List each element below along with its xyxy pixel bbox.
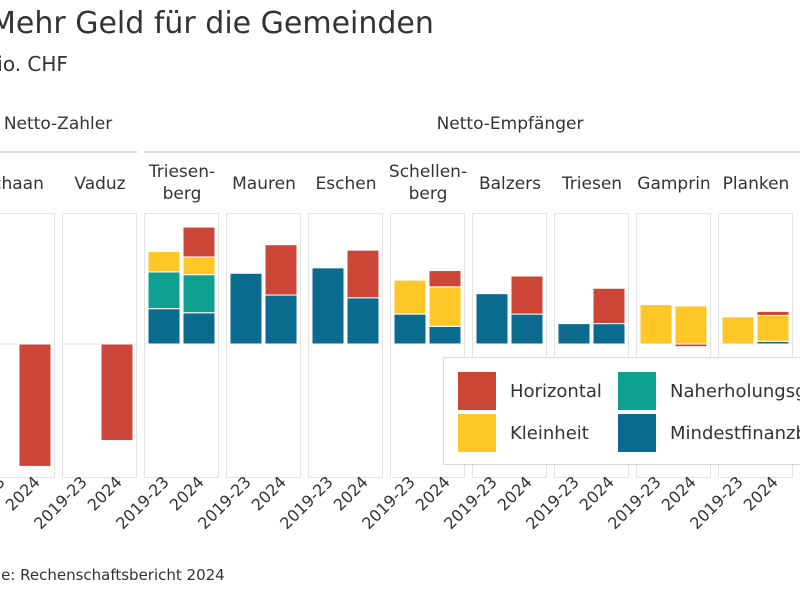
x-tick-label: 2024 [84, 472, 126, 514]
bar-segment [346, 297, 380, 345]
x-tick-label: 2024 [576, 472, 618, 514]
bar-segment [264, 294, 298, 345]
panel-frame [62, 213, 137, 478]
panel-label: Triesen- [148, 162, 215, 182]
bar-segment [147, 308, 181, 345]
legend-label: Horizontal [510, 380, 602, 402]
panel-label: Gamprin [637, 174, 710, 194]
chart-title: Mehr Geld für die Gemeinden [0, 6, 434, 41]
panel-label: Mauren [232, 174, 296, 194]
bar-segment [674, 305, 708, 345]
panel-frame [554, 213, 629, 478]
x-tick-label: 2024 [494, 472, 536, 514]
bar-segment [229, 272, 263, 345]
legend-label: Kleinheit [510, 422, 589, 444]
panel-label: Balzers [479, 174, 541, 194]
panel-label: berg [409, 184, 448, 204]
bar-segment [592, 287, 626, 325]
panel-frame [718, 213, 793, 478]
panel-label: Triesen [561, 174, 622, 194]
legend-item: Naherholungsge [618, 372, 800, 410]
bar-segment [346, 249, 380, 299]
legend-item: Mindestfinanzb [618, 414, 800, 452]
bar-segment [264, 244, 298, 296]
legend-swatch [458, 372, 496, 410]
bar-segment [182, 256, 216, 276]
bar-segment [592, 323, 626, 345]
bar-segment [428, 270, 462, 288]
panel-frame [144, 213, 219, 478]
panel-frame [0, 213, 55, 478]
legend-swatch [618, 372, 656, 410]
panel-frame [226, 213, 301, 478]
source-note: uelle: Rechenschaftsbericht 2024 [0, 566, 225, 584]
chart-subtitle: Mio. CHF [0, 52, 68, 76]
bar-segment [756, 310, 790, 316]
bar-segment [100, 343, 134, 442]
bar-segment [639, 304, 673, 345]
bar-segment [147, 271, 181, 310]
legend-label: Naherholungsge [670, 380, 800, 402]
x-tick-label: 2024 [658, 472, 700, 514]
legend-swatch [618, 414, 656, 452]
panel-label: Eschen [316, 174, 377, 194]
bar-segment [182, 274, 216, 314]
bar-segment [311, 267, 345, 345]
legend-item: Kleinheit [458, 414, 589, 452]
panel-label: Planken [723, 174, 790, 194]
x-tick-label: 2024 [166, 472, 208, 514]
legend-swatch [458, 414, 496, 452]
legend-label: Mindestfinanzb [670, 422, 800, 444]
bar-segment [510, 313, 544, 345]
bar-segment [182, 226, 216, 258]
group-label: Netto-Empfänger [437, 114, 584, 134]
bar-segment [18, 343, 52, 467]
panel-frame [308, 213, 383, 478]
bar-segment [147, 251, 181, 273]
bar-segment [428, 325, 462, 345]
x-tick-label: 2024 [330, 472, 372, 514]
bar-segment [756, 314, 790, 342]
bar-segment [674, 343, 708, 348]
bar-segment [557, 323, 591, 345]
group-label: Netto-Zahler [4, 114, 112, 134]
x-tick-label: 2024 [2, 472, 44, 514]
bar-segment [510, 275, 544, 315]
panel-label: chaan [0, 174, 44, 194]
bar-segment [721, 316, 755, 345]
panel-label: Schellen- [389, 162, 467, 182]
panel-frame [390, 213, 465, 478]
panel-label: Vaduz [74, 174, 125, 194]
bar-segment [475, 293, 509, 345]
bar-segment [428, 286, 462, 327]
x-tick-label: 2024 [248, 472, 290, 514]
bar-segment [182, 312, 216, 345]
x-tick-label: 2024 [740, 472, 782, 514]
panel-frame [636, 213, 711, 478]
x-tick-label: 2024 [412, 472, 454, 514]
chart-legend: Horizontal Naherholungsge Kleinheit Mindest… [443, 357, 800, 465]
bar-segment [393, 279, 427, 315]
panel-frame [472, 213, 547, 478]
legend-item: Horizontal [458, 372, 602, 410]
panel-label: berg [163, 184, 202, 204]
bar-segment [393, 313, 427, 345]
